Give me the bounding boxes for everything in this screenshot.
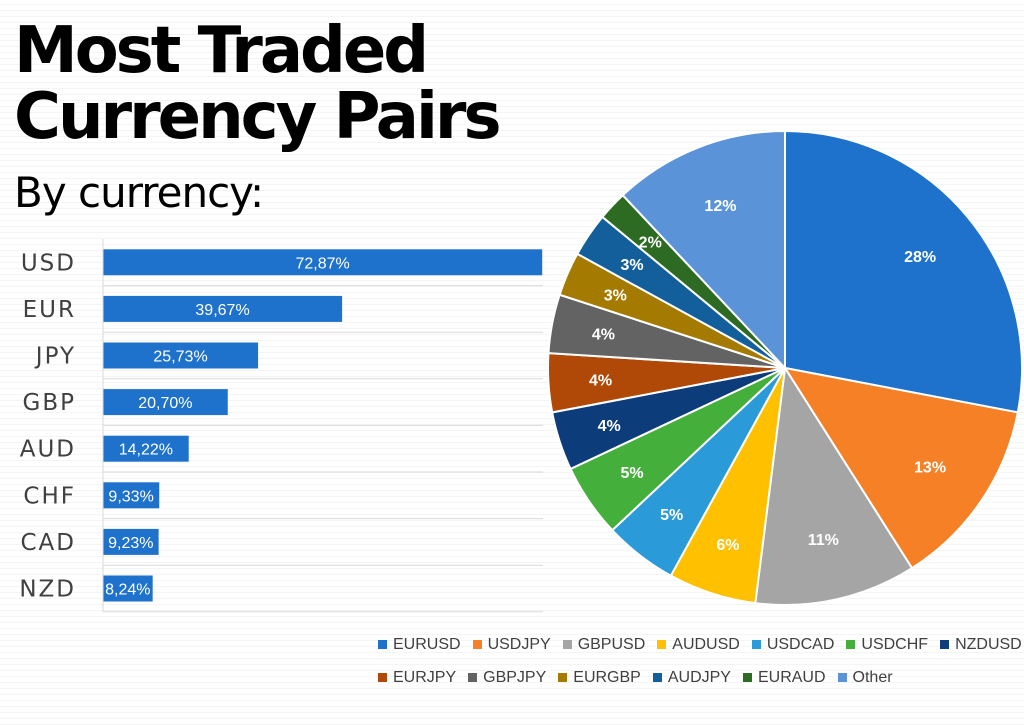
legend-item-gbpjpy: GBPJPY	[468, 669, 546, 687]
legend-item-gbpusd: GBPUSD	[562, 635, 646, 654]
slice-value-label: 5%	[621, 465, 644, 482]
bar	[103, 249, 543, 276]
slice-value-label: 4%	[598, 418, 621, 435]
legend-swatch	[558, 673, 568, 682]
legend-label: Other	[852, 668, 893, 686]
slice-value-label: 4%	[592, 326, 615, 343]
bar-value-label: 9,23%	[108, 535, 153, 552]
category-label: NZD	[19, 577, 76, 603]
slice-value-label: 5%	[660, 507, 683, 524]
legend-swatch	[751, 640, 761, 649]
legend-label: NZDUSD	[955, 635, 1022, 653]
bar-value-label: 39,67%	[195, 302, 249, 319]
category-label: CHF	[23, 483, 76, 509]
bar	[103, 528, 159, 555]
slice-value-label: 3%	[621, 257, 644, 274]
slice-value-label: 2%	[639, 234, 662, 251]
bar	[103, 389, 228, 416]
legend-swatch	[378, 673, 387, 682]
legend-item-eurgbp: EURGBP	[558, 669, 641, 687]
legend-item-eurjpy: EURJPY	[378, 669, 456, 687]
legend-item-audusd: AUDUSD	[657, 636, 740, 654]
legend-item-usdcad: USDCAD	[751, 635, 835, 654]
bar-value-label: 8,24%	[105, 582, 150, 599]
pie-legend: EURUSD USDJPY GBPUSD AUDUSD USDCAD USDCHF NZDU…	[378, 628, 1022, 694]
legend-item-nzdusd: NZDUSD	[940, 636, 1022, 654]
legend-label: EURAUD	[757, 668, 826, 686]
pie-slice-usdjpy	[782, 366, 1019, 570]
legend-row: EURJPY GBPJPY EURGBP AUDJPY EURAUD Other	[378, 661, 1018, 694]
legend-label: USDCAD	[766, 635, 835, 653]
bar	[103, 575, 153, 602]
bar-value-label: 14,22%	[119, 442, 173, 459]
slice-value-label: 11%	[808, 532, 839, 549]
legend-item-usdchf: USDCHF	[846, 636, 928, 654]
legend-swatch	[652, 673, 662, 682]
legend-swatch	[940, 640, 950, 649]
slice-value-label: 28%	[904, 249, 936, 266]
legend-swatch	[742, 673, 752, 682]
bar	[103, 342, 259, 369]
legend-label: AUDUSD	[672, 635, 740, 653]
legend-label: AUDJPY	[667, 668, 731, 686]
slice-value-label: 3%	[604, 288, 627, 305]
category-label: CAD	[20, 530, 76, 556]
legend-row: EURUSD USDJPY GBPUSD AUDUSD USDCAD USDCHF NZDU…	[378, 628, 1022, 661]
legend-item-audjpy: AUDJPY	[652, 668, 731, 687]
category-label: AUD	[20, 437, 76, 463]
legend-swatch	[472, 640, 482, 649]
slice-value-label: 12%	[704, 198, 736, 215]
pie-slice-eurusd	[784, 129, 1023, 414]
legend-item-other: Other	[837, 668, 893, 687]
legend-label: EURGBP	[573, 668, 641, 686]
category-label: GBP	[23, 390, 76, 416]
legend-label: EURUSD	[393, 635, 461, 653]
legend-swatch	[657, 640, 667, 649]
bar-value-label: 9,33%	[108, 488, 153, 505]
legend-label: GBPJPY	[483, 668, 547, 686]
legend-swatch	[468, 673, 478, 682]
category-label: JPY	[34, 344, 76, 370]
legend-item-euraud: EURAUD	[742, 668, 826, 687]
legend-swatch	[562, 640, 572, 649]
bar	[103, 295, 343, 322]
pie-slice-gbpusd	[754, 365, 914, 606]
pie-chart: 28% 13% 11% 6% 5% 5% 4% 4% 4% 3% 3% 2% 12%	[547, 129, 1023, 606]
chart-subtitle: By currency:	[14, 168, 264, 217]
legend-item-usdjpy: USDJPY	[472, 635, 551, 654]
bar-value-label: 20,70%	[138, 395, 192, 412]
legend-label: USDJPY	[487, 635, 551, 653]
bar-value-label: 72,87%	[295, 255, 349, 272]
bar-value-label: 25,73%	[153, 349, 207, 366]
legend-swatch	[846, 640, 856, 649]
chart-title: Most Traded Currency Pairs	[14, 18, 534, 150]
bar	[103, 482, 160, 509]
legend-label: EURJPY	[393, 668, 457, 686]
legend-item-eurusd: EURUSD	[378, 636, 461, 654]
bar	[103, 435, 189, 462]
slice-value-label: 13%	[914, 460, 946, 477]
title-line-1: Most Traded	[14, 14, 429, 88]
slice-value-label: 4%	[589, 373, 612, 390]
legend-label: USDCHF	[861, 635, 929, 653]
legend-swatch	[378, 640, 387, 649]
slice-value-label: 6%	[716, 537, 739, 554]
legend-label: GBPUSD	[577, 635, 646, 653]
bar-chart: USD 72,87% EUR 39,67% JPY 25,73% GBP 20,70% AUD 1…	[19, 239, 543, 613]
title-line-2: Currency Pairs	[14, 80, 502, 154]
pie-slice-other	[621, 129, 786, 371]
category-label: EUR	[23, 297, 76, 323]
legend-swatch	[837, 673, 847, 682]
category-label: USD	[21, 250, 76, 276]
